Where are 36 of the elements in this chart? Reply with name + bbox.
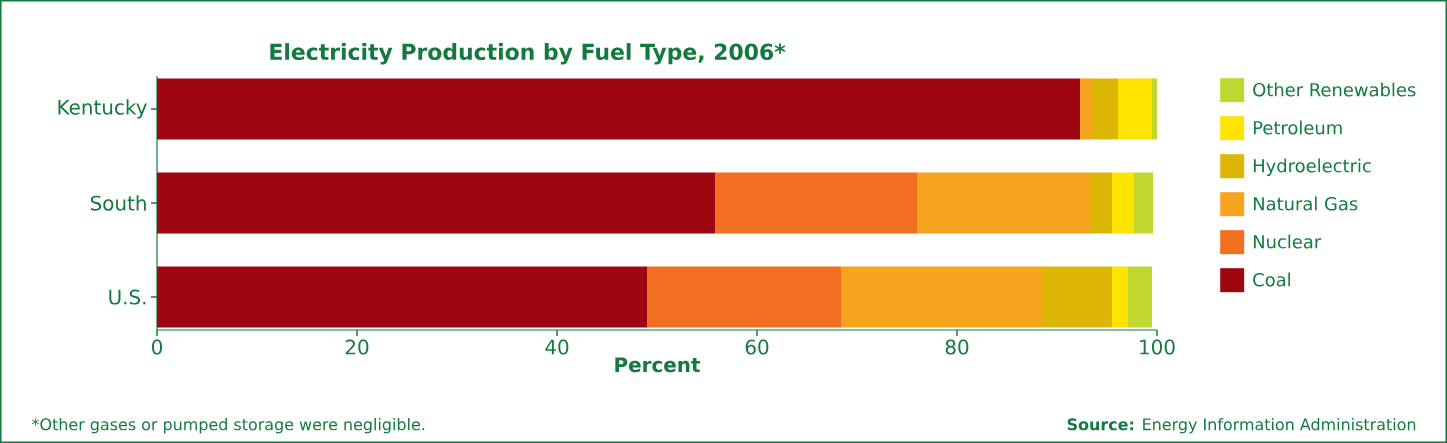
y-tick-label: South (90, 195, 146, 211)
bar (1134, 172, 1153, 234)
x-tick-label: 40 (545, 339, 569, 355)
legend-label: Coal (1253, 272, 1290, 287)
x-tick-label: 100 (1140, 339, 1175, 355)
bar (1080, 78, 1093, 140)
x-tick-label: 60 (745, 339, 769, 355)
chart-title: Electricity Production by Fuel Type, 2006* (270, 43, 786, 65)
bar (157, 266, 648, 328)
legend-label: Natural Gas (1253, 196, 1358, 211)
bar (1112, 172, 1134, 234)
text: *Other gases or pumped storage were negligible. (32, 418, 425, 434)
bar (647, 266, 842, 328)
x-tick-label: 80 (945, 339, 969, 355)
x-axis-title: Percent (615, 357, 701, 373)
bar (715, 172, 918, 234)
legend-label: Other Renewables (1253, 82, 1416, 97)
legend-label: Petroleum (1253, 120, 1342, 135)
bar (1118, 78, 1152, 140)
text: Source: Energy Information Administration (1067, 418, 1416, 434)
bar (1092, 78, 1119, 140)
y-tick-label: Kentucky (58, 99, 147, 119)
bar (157, 172, 716, 234)
x-tick-label: 0 (151, 339, 163, 355)
bar (1090, 172, 1113, 234)
y-tick-label: U.S. (109, 289, 146, 305)
x-tick-label: 20 (345, 339, 369, 355)
bar (917, 172, 1091, 234)
bar (1041, 266, 1113, 328)
bar (1128, 266, 1152, 328)
bar (1112, 266, 1128, 328)
bar (157, 78, 1081, 140)
bar (1152, 78, 1157, 140)
legend-label: Nuclear (1253, 234, 1322, 249)
bar (841, 266, 1042, 328)
legend-label: Hydroelectric (1253, 158, 1371, 176)
